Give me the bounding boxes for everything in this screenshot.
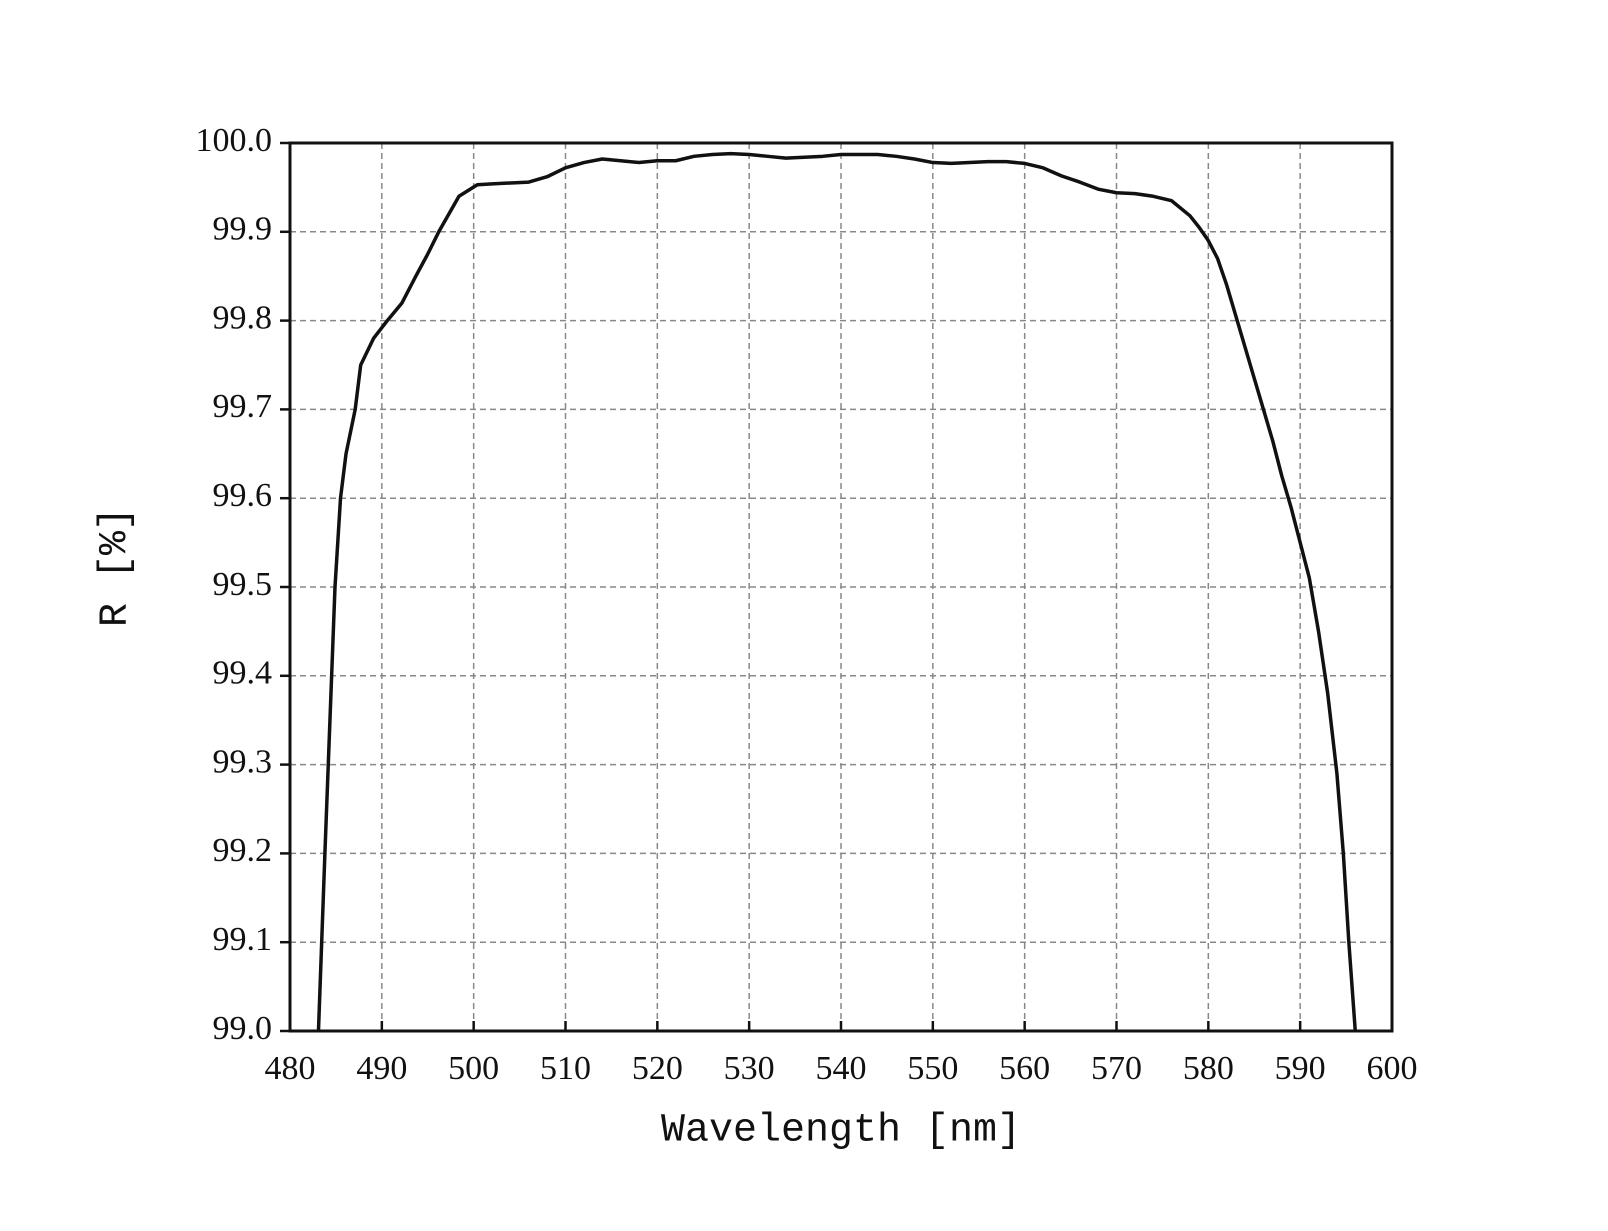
x-tick-label: 600	[1367, 1050, 1418, 1087]
x-tick-label: 490	[356, 1050, 407, 1087]
x-tick-label: 500	[448, 1050, 499, 1087]
y-tick-label: 99.2	[213, 832, 273, 869]
y-tick-label: 99.3	[213, 743, 273, 780]
y-tick-label: 99.6	[213, 477, 273, 514]
data-line	[316, 151, 1358, 1032]
y-tick-label: 99.0	[213, 1010, 273, 1047]
y-tick-label: 99.7	[213, 388, 273, 425]
x-axis-title: Wavelength [nm]	[661, 1109, 1021, 1154]
x-tick-label: 480	[265, 1050, 316, 1087]
y-tick-label: 99.8	[213, 299, 273, 336]
x-tick-label: 590	[1275, 1050, 1326, 1087]
y-tick-label: 100.0	[196, 122, 273, 159]
x-tick-label: 530	[724, 1050, 775, 1087]
x-tick-label: 550	[907, 1050, 958, 1087]
x-tick-label: 570	[1091, 1050, 1142, 1087]
x-tick-label: 560	[999, 1050, 1050, 1087]
y-tick-label: 99.1	[213, 921, 273, 958]
y-tick-label: 99.5	[213, 566, 273, 603]
x-tick-label: 520	[632, 1050, 683, 1087]
y-axis-title: R [%]	[94, 507, 139, 627]
x-tick-label: 580	[1183, 1050, 1234, 1087]
x-tick-label: 510	[540, 1050, 591, 1087]
plot-frame	[288, 141, 1394, 1033]
x-tick-label: 540	[816, 1050, 867, 1087]
y-tick-label: 99.4	[213, 655, 273, 692]
y-tick-label: 99.9	[213, 211, 273, 248]
